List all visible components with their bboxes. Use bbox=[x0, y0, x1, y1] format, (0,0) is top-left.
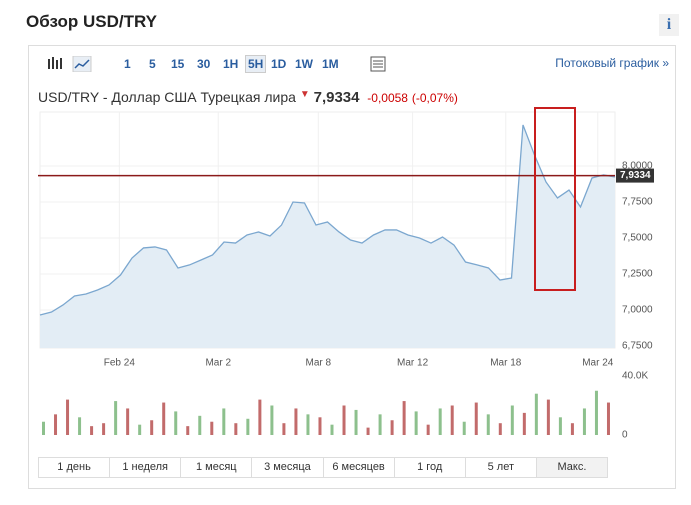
volume-bar bbox=[246, 418, 250, 435]
interval-button[interactable]: 30 bbox=[197, 57, 211, 71]
x-tick-label: Feb 24 bbox=[104, 358, 136, 369]
volume-bar bbox=[198, 415, 202, 435]
volume-bar bbox=[222, 408, 226, 435]
volume-bar bbox=[594, 390, 598, 435]
quote-header: USD/TRY - Доллар США Турецкая лира ▼ 7,9… bbox=[38, 89, 458, 106]
volume-bar bbox=[426, 424, 430, 435]
volume-bar bbox=[78, 417, 82, 435]
quote-name: USD/TRY - Доллар США Турецкая лира bbox=[38, 89, 296, 105]
interval-button[interactable]: 1D bbox=[271, 57, 287, 71]
volume-bar bbox=[366, 427, 370, 435]
stream-link[interactable]: Потоковый график » bbox=[555, 56, 669, 70]
volume-bar bbox=[174, 411, 178, 435]
y-tick-label: 8,0000 bbox=[622, 161, 653, 172]
range-button[interactable]: 1 день bbox=[39, 458, 111, 477]
volume-bar bbox=[138, 424, 142, 435]
area bbox=[40, 124, 615, 349]
x-tick-label: Mar 8 bbox=[306, 358, 332, 369]
volume-bar bbox=[234, 423, 238, 435]
volume-bar bbox=[150, 420, 154, 435]
page-title: Обзор USD/TRY bbox=[26, 12, 158, 31]
x-tick-label: Mar 24 bbox=[582, 358, 614, 369]
settings-icon[interactable] bbox=[369, 55, 387, 73]
volume-bar bbox=[390, 420, 394, 435]
volume-bar bbox=[294, 408, 298, 435]
widget-frame bbox=[28, 45, 676, 489]
volume-bar bbox=[342, 405, 346, 435]
interval-button[interactable]: 1H bbox=[223, 57, 239, 71]
volume-bar bbox=[558, 417, 562, 435]
volume-bar bbox=[522, 412, 526, 435]
x-tick-label: Mar 12 bbox=[397, 358, 429, 369]
volume-bar bbox=[582, 408, 586, 435]
range-buttons: 1 день 1 неделя 1 месяц 3 месяца 6 месяцев 1 … bbox=[38, 457, 608, 478]
chart: 6,7500 7,0000 7,2500 7,5000 7,7500 8,0000 Feb … bbox=[38, 107, 654, 441]
volume-bar bbox=[126, 408, 130, 435]
volume-bar bbox=[546, 399, 550, 435]
volume-bar bbox=[114, 401, 118, 435]
volume-bar bbox=[186, 426, 190, 435]
info-button[interactable]: i bbox=[659, 14, 679, 36]
volume-bar bbox=[258, 399, 262, 435]
volume-bar bbox=[330, 424, 334, 435]
range-button[interactable]: 5 лет bbox=[466, 458, 537, 477]
volume-bar bbox=[66, 399, 70, 435]
volume-bar bbox=[450, 405, 454, 435]
volume-bar bbox=[414, 411, 418, 435]
volume-bar bbox=[162, 402, 166, 435]
volume-bar bbox=[282, 423, 286, 435]
volume-bar bbox=[306, 414, 310, 435]
range-button[interactable]: 3 месяца bbox=[252, 458, 324, 477]
volume-bar bbox=[606, 402, 610, 435]
volume-bar bbox=[102, 423, 106, 435]
volume-bar bbox=[54, 414, 58, 435]
volume-bar bbox=[498, 423, 502, 435]
volume-bar bbox=[318, 417, 322, 435]
range-button[interactable]: 1 месяц bbox=[181, 458, 253, 477]
x-tick-label: Mar 2 bbox=[205, 358, 231, 369]
price-label-box bbox=[616, 168, 654, 183]
volume-bar bbox=[402, 401, 406, 435]
chart-type-icons[interactable] bbox=[47, 56, 93, 72]
y-tick-label: 7,7500 bbox=[622, 197, 653, 208]
interval-button[interactable]: 1M bbox=[322, 57, 339, 71]
highlight-annotation bbox=[534, 107, 576, 291]
volume-bar bbox=[534, 393, 538, 435]
volume-bar bbox=[570, 423, 574, 435]
y-tick-label: 7,5000 bbox=[622, 233, 653, 244]
volume-bar bbox=[378, 414, 382, 435]
volume-tick-label: 0 bbox=[622, 430, 628, 441]
down-arrow: ▼ bbox=[299, 89, 310, 100]
x-tick-label: Mar 18 bbox=[490, 358, 522, 369]
volume-bar bbox=[354, 409, 358, 435]
volume-tick-label: 40.0K bbox=[622, 371, 648, 382]
interval-button[interactable]: 5H bbox=[245, 55, 267, 73]
interval-button[interactable]: 5 bbox=[149, 57, 156, 71]
toolbar: 1 5 15 30 1H 5H 1D 1W 1M Потоковый график » bbox=[29, 51, 675, 77]
volume-bar bbox=[438, 408, 442, 435]
quote-change: -0,0058 bbox=[367, 91, 408, 105]
interval-button[interactable]: 15 bbox=[171, 57, 185, 71]
volume-bar bbox=[474, 402, 478, 435]
y-tick-label: 7,2500 bbox=[622, 269, 653, 280]
volume-bar bbox=[90, 426, 94, 435]
volume-bar bbox=[462, 421, 466, 435]
range-button[interactable]: Макс. bbox=[536, 458, 607, 477]
y-tick-label: 6,7500 bbox=[622, 341, 653, 352]
interval-button[interactable]: 1W bbox=[295, 57, 313, 71]
price-label: 7,9334 bbox=[620, 170, 651, 181]
volume-bar bbox=[42, 421, 45, 435]
volume-bar bbox=[486, 414, 490, 435]
volume-bar bbox=[510, 405, 514, 435]
quote-price: 7,9334 bbox=[313, 89, 360, 106]
range-button[interactable]: 1 неделя bbox=[110, 458, 182, 477]
range-button[interactable]: 6 месяцев bbox=[324, 458, 395, 477]
volume-bar bbox=[210, 421, 214, 435]
interval-button[interactable]: 1 bbox=[124, 57, 131, 71]
y-tick-label: 7,0000 bbox=[622, 305, 653, 316]
range-button[interactable]: 1 год bbox=[395, 458, 466, 477]
volume-bar bbox=[270, 405, 274, 435]
quote-change-pct: (-0,07%) bbox=[411, 91, 458, 105]
